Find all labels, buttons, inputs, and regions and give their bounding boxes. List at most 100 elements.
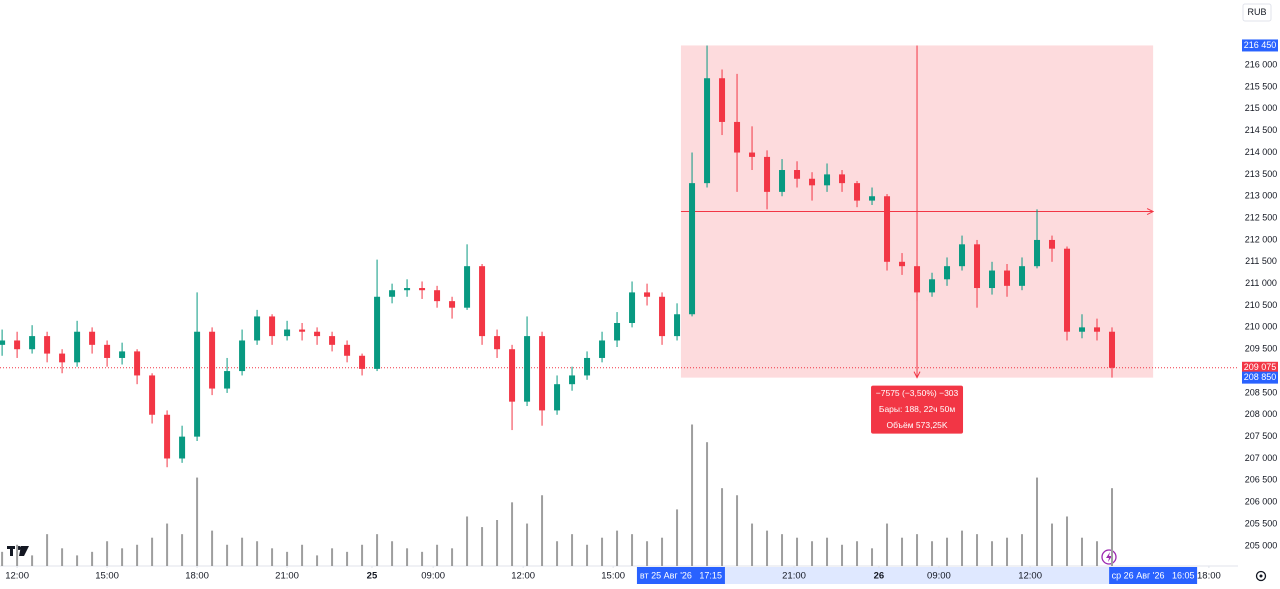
price-marker-label: 209 075 bbox=[1244, 362, 1277, 372]
volume-bar bbox=[556, 541, 559, 566]
candle-body bbox=[89, 331, 96, 345]
volume-bar bbox=[856, 541, 859, 566]
candle-body bbox=[254, 316, 261, 341]
y-tick-label: 208 500 bbox=[1245, 387, 1278, 397]
measure-v-arrowhead bbox=[913, 371, 921, 379]
volume-bar bbox=[946, 537, 949, 566]
x-tick-label: 12:00 bbox=[5, 571, 29, 582]
volume-bar bbox=[631, 534, 634, 566]
y-tick-label: 206 500 bbox=[1245, 475, 1278, 485]
candle-body bbox=[179, 436, 186, 459]
currency-box[interactable] bbox=[1242, 3, 1272, 22]
volume-bar bbox=[1, 551, 4, 566]
candle-body bbox=[209, 331, 216, 389]
x-tick-label: 18:00 bbox=[1197, 571, 1221, 582]
y-tick-label: 208 000 bbox=[1245, 409, 1278, 419]
replay-icon[interactable] bbox=[1101, 549, 1117, 565]
candle-body bbox=[809, 178, 816, 186]
x-tick-label: 25 bbox=[367, 571, 378, 582]
volume-bar bbox=[76, 555, 79, 566]
currency[interactable]: RUB bbox=[1247, 7, 1266, 17]
volume-bar bbox=[601, 537, 604, 566]
volume-bar bbox=[16, 544, 19, 566]
volume-bar bbox=[841, 544, 844, 566]
candle-body bbox=[794, 170, 801, 179]
candle-body bbox=[929, 279, 936, 293]
price-marker-label: 216 450 bbox=[1244, 40, 1277, 50]
volume-bar bbox=[706, 442, 709, 566]
candle-body bbox=[449, 301, 456, 308]
y-tick-label: 210 000 bbox=[1245, 322, 1278, 332]
volume-bar bbox=[286, 551, 289, 566]
volume-bar bbox=[376, 534, 379, 566]
volume-bar bbox=[61, 548, 64, 566]
volume-bar bbox=[616, 530, 619, 566]
volume-bar bbox=[151, 537, 154, 566]
x-tick-label: 26 bbox=[874, 571, 885, 582]
candle-body bbox=[239, 340, 246, 372]
volume-bar bbox=[121, 548, 124, 566]
settings-icon[interactable] bbox=[1255, 570, 1267, 582]
volume-bar bbox=[721, 488, 724, 566]
candle-body bbox=[119, 351, 126, 358]
volume-bar bbox=[586, 544, 589, 566]
candle-body bbox=[359, 355, 366, 369]
volume-bar bbox=[886, 523, 889, 566]
volume-bar bbox=[781, 534, 784, 566]
volume-bar bbox=[1051, 523, 1054, 566]
candle-body bbox=[29, 336, 36, 350]
candle-body bbox=[674, 314, 681, 337]
candle-body bbox=[599, 340, 606, 358]
y-tick-label: 212 500 bbox=[1245, 212, 1278, 222]
candle-body bbox=[419, 288, 426, 291]
volume-bar bbox=[991, 541, 994, 566]
volume-bar bbox=[406, 548, 409, 566]
candle-body bbox=[524, 336, 531, 402]
volume-bar bbox=[271, 548, 274, 566]
x-tick-label: 21:00 bbox=[782, 571, 806, 582]
price-marker-box bbox=[1242, 39, 1278, 52]
x-tick-label: 18:00 bbox=[185, 571, 209, 582]
volume-bar bbox=[481, 527, 484, 566]
candle-body bbox=[659, 296, 666, 337]
volume-bar bbox=[436, 544, 439, 566]
x-tick-label: 12:00 bbox=[1018, 571, 1042, 582]
volume-bar bbox=[166, 523, 169, 566]
candle-body bbox=[59, 353, 66, 363]
candle-body bbox=[1109, 331, 1116, 368]
volume-bar bbox=[751, 523, 754, 566]
volume-bar bbox=[46, 534, 49, 566]
candle-body bbox=[329, 336, 336, 345]
volume-bar bbox=[391, 541, 394, 566]
candle-body bbox=[194, 331, 201, 437]
volume-bar bbox=[826, 537, 829, 566]
measure-label-line: −7575 (−3,50%) −303 bbox=[876, 388, 959, 398]
volume-bar bbox=[736, 495, 739, 566]
candle-body bbox=[344, 344, 351, 356]
candle-body bbox=[1004, 270, 1011, 286]
x-tick-label: 12:00 bbox=[511, 571, 535, 582]
volume-bar bbox=[316, 555, 319, 566]
candle-body bbox=[509, 349, 516, 402]
candle-body bbox=[989, 270, 996, 289]
candle-body bbox=[569, 375, 576, 385]
measure-label-line: Бары: 188, 22ч 50м bbox=[879, 404, 955, 414]
candle-body bbox=[269, 316, 276, 337]
volume-bar bbox=[196, 477, 199, 566]
volume-bar bbox=[211, 530, 214, 566]
volume-bar bbox=[931, 541, 934, 566]
candle-body bbox=[644, 292, 651, 297]
candle-body bbox=[554, 384, 561, 411]
volume-bar bbox=[496, 520, 499, 566]
price-marker-box bbox=[1242, 371, 1278, 384]
candle-body bbox=[1064, 248, 1071, 332]
volume-bar bbox=[976, 534, 979, 566]
candle-body bbox=[689, 183, 696, 315]
measure-label-line: Объём 573,25K bbox=[886, 420, 947, 430]
volume-bar bbox=[241, 537, 244, 566]
volume-bar bbox=[1036, 477, 1039, 566]
candle-body bbox=[914, 266, 921, 293]
y-tick-label: 213 000 bbox=[1245, 191, 1278, 201]
candle-body bbox=[404, 288, 411, 291]
measure-label-box bbox=[871, 385, 964, 434]
